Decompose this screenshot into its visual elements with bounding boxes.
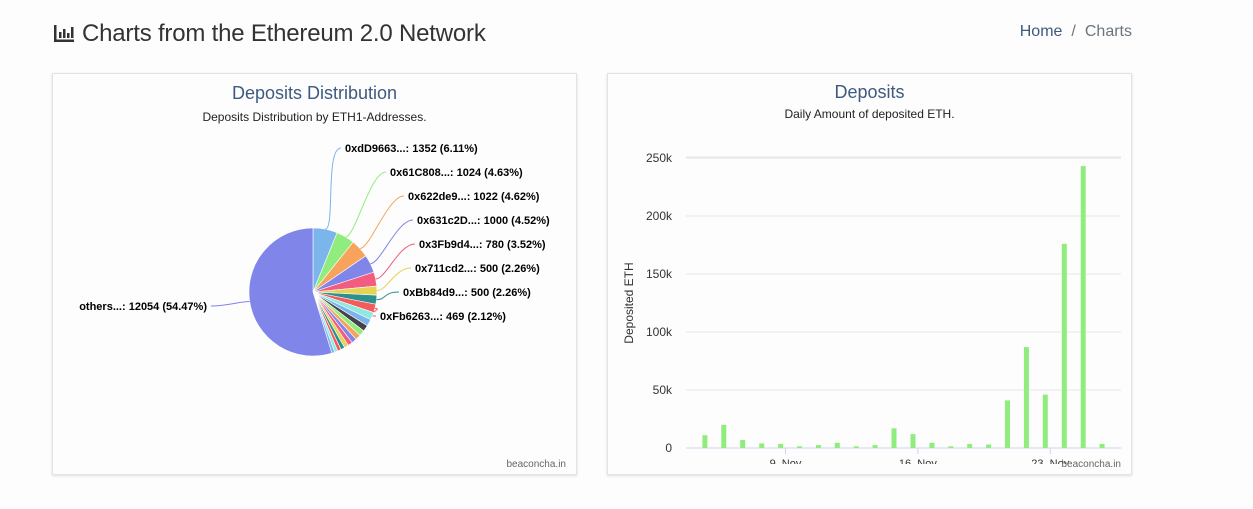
pie-chart-title: Deposits Distribution xyxy=(231,83,398,103)
bar[interactable] xyxy=(721,424,727,448)
bar[interactable] xyxy=(702,435,708,448)
y-tick-label: 0 xyxy=(665,441,672,455)
pie-connector xyxy=(376,291,400,301)
y-tick-label: 50k xyxy=(653,383,673,397)
breadcrumb-current: Charts xyxy=(1084,23,1132,40)
y-axis-label: Deposited ETH xyxy=(622,262,636,343)
bar[interactable] xyxy=(891,428,897,448)
bar[interactable] xyxy=(853,446,859,448)
bar[interactable] xyxy=(1023,347,1029,448)
bar[interactable] xyxy=(1099,443,1105,448)
breadcrumb: Home / Charts xyxy=(1020,23,1132,41)
bar[interactable] xyxy=(910,434,916,448)
bar[interactable] xyxy=(778,443,784,448)
bar-chart-title: Deposits xyxy=(834,82,905,102)
bar[interactable] xyxy=(872,445,878,448)
breadcrumb-separator: / xyxy=(1071,23,1076,40)
bar-chart-subtitle: Daily Amount of deposited ETH. xyxy=(784,107,955,121)
pie-label: 0x631c2D...: 1000 (4.52%) xyxy=(417,215,550,227)
x-tick-label: 16. Nov xyxy=(899,458,937,464)
bar-chart-credits[interactable]: beaconcha.in xyxy=(1061,459,1122,470)
pie-label: 0x3Fb9d4...: 780 (3.52%) xyxy=(419,239,546,251)
pie-connector xyxy=(324,147,342,230)
bar[interactable] xyxy=(815,445,821,448)
deposits-distribution-card: Deposits Distribution Deposits Distribut… xyxy=(52,73,577,475)
bar[interactable] xyxy=(1061,243,1067,448)
y-tick-label: 200k xyxy=(646,209,673,223)
breadcrumb-home-link[interactable]: Home xyxy=(1019,23,1063,40)
pie-connector xyxy=(345,171,387,238)
bar[interactable] xyxy=(740,439,746,448)
bar[interactable] xyxy=(759,443,765,448)
bar[interactable] xyxy=(1005,400,1010,448)
x-tick-label: 23. Nov xyxy=(1031,458,1069,464)
y-tick-label: 250k xyxy=(646,151,673,165)
bar[interactable] xyxy=(797,446,802,448)
pie-label: 0xBb84d9...: 500 (2.26%) xyxy=(403,287,531,299)
pie-label: 0xFb6263...: 469 (2.12%) xyxy=(380,311,506,323)
bar[interactable] xyxy=(948,446,954,448)
bar[interactable] xyxy=(929,442,935,448)
bar[interactable] xyxy=(1042,394,1048,448)
bar[interactable] xyxy=(1080,166,1086,448)
x-tick-label: 9. Nov xyxy=(770,458,802,464)
pie-label: 0xdD9663...: 1352 (6.11%) xyxy=(345,143,478,155)
pie-label-others: others...: 12054 (54.47%) xyxy=(79,301,207,313)
pie-label: 0x61C808...: 1024 (4.63%) xyxy=(390,167,523,179)
bar[interactable] xyxy=(986,444,992,449)
deposits-card: Deposits Daily Amount of deposited ETH. … xyxy=(607,73,1132,475)
pie-connector xyxy=(376,267,412,292)
pie-connector xyxy=(370,219,414,265)
pie-label: 0x711cd2...: 500 (2.26%) xyxy=(415,263,540,275)
pie-chart-subtitle: Deposits Distribution by ETH1-Addresses. xyxy=(202,110,427,124)
pie-chart: 0xdD9663...: 1352 (6.11%) 0x61C808...: 10… xyxy=(79,143,550,357)
page-title: Charts from the Ethereum 2.0 Network xyxy=(82,20,486,47)
pie-label: 0x622de9...: 1022 (4.62%) xyxy=(408,191,540,203)
pie-connector xyxy=(210,301,250,307)
pie-connector xyxy=(359,195,405,249)
pie-chart-credits[interactable]: beaconcha.in xyxy=(506,459,567,470)
page-header: Charts from the Ethereum 2.0 Network xyxy=(52,20,486,48)
bar-chart-icon xyxy=(54,25,74,42)
bar[interactable] xyxy=(967,443,973,448)
pie-connector xyxy=(375,243,416,280)
y-tick-label: 100k xyxy=(646,325,673,339)
y-tick-label: 150k xyxy=(646,267,673,281)
bar[interactable] xyxy=(834,442,840,448)
